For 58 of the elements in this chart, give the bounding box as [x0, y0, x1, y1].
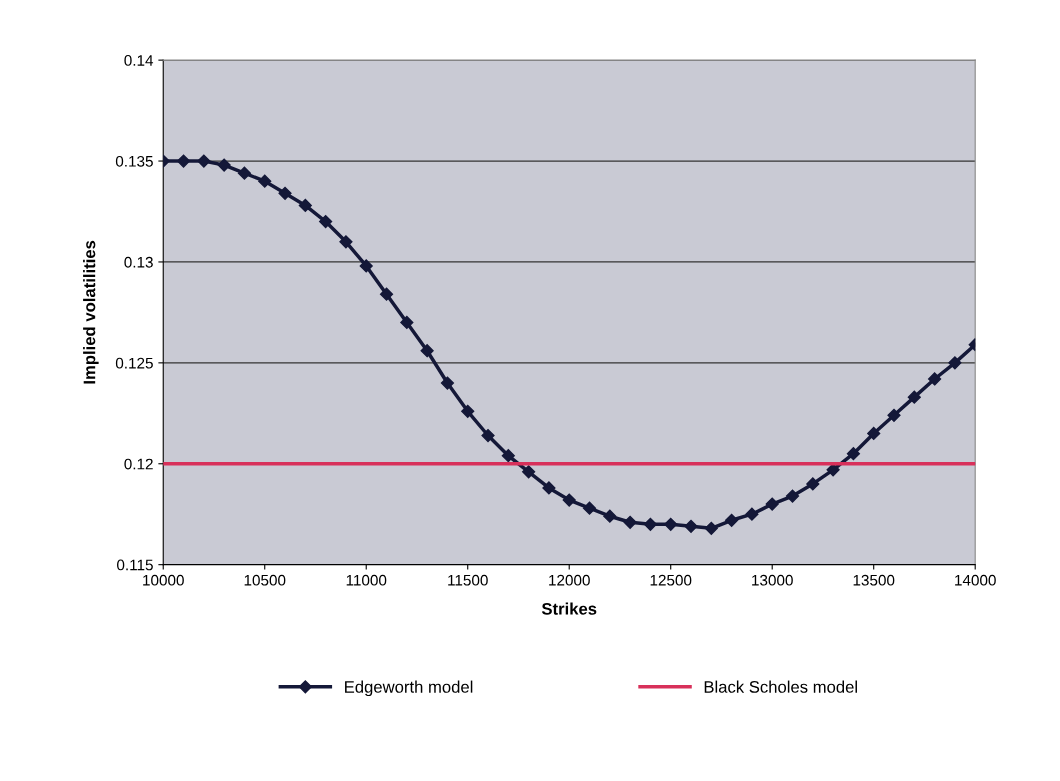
point — [237, 166, 252, 180]
x-tick-label: 11500 — [448, 574, 488, 586]
point — [623, 515, 637, 529]
x-tick-label: 12500 — [650, 574, 692, 586]
point — [928, 372, 942, 386]
point — [664, 517, 678, 531]
legend-label: Black Scholes model — [704, 680, 857, 693]
point — [562, 493, 576, 507]
point — [278, 186, 292, 200]
point — [725, 513, 739, 527]
point — [887, 408, 901, 422]
point — [339, 235, 353, 249]
point — [785, 489, 800, 503]
y-tick-label: 0.12 — [124, 458, 153, 470]
point — [298, 198, 312, 213]
point — [948, 356, 962, 370]
x-tick-label: 11000 — [346, 574, 387, 586]
y-tick-label: 0.135 — [115, 155, 153, 167]
point — [400, 315, 414, 330]
point — [582, 501, 597, 515]
point — [765, 497, 779, 511]
point — [867, 426, 881, 441]
point — [258, 174, 272, 188]
point — [481, 428, 495, 443]
point — [745, 507, 759, 521]
x-tick-label: 12000 — [549, 574, 590, 586]
point — [522, 465, 536, 479]
point — [704, 521, 718, 535]
point — [319, 214, 333, 229]
point — [420, 344, 434, 358]
point — [542, 481, 556, 495]
point — [176, 154, 191, 168]
point — [197, 154, 211, 168]
point — [379, 287, 394, 301]
y-tick-label: 0.125 — [115, 357, 153, 369]
point — [217, 158, 231, 172]
point — [603, 509, 617, 523]
point — [643, 517, 658, 531]
x-tick-label: 10000 — [143, 574, 184, 586]
point — [684, 519, 698, 533]
point — [806, 477, 820, 491]
point — [907, 390, 921, 404]
point — [461, 404, 475, 418]
y-tick-label: 0.14 — [124, 55, 154, 66]
x-tick-label: 13000 — [752, 574, 793, 586]
legend-label: Edgeworth model — [345, 680, 473, 697]
x-tick-label: 14000 — [955, 574, 996, 586]
x-tick-label: 10500 — [244, 574, 286, 586]
point — [846, 447, 860, 461]
point — [826, 463, 840, 477]
point — [501, 449, 515, 463]
x-tick-label: 13500 — [853, 574, 895, 586]
y-axis-title: Implied volatilities — [83, 240, 99, 384]
y-tick-label: 0.13 — [124, 256, 153, 268]
point — [359, 259, 373, 273]
point — [440, 376, 455, 390]
y-tick-label: 0.115 — [117, 559, 153, 571]
x-axis-title: Strikes — [541, 602, 597, 615]
